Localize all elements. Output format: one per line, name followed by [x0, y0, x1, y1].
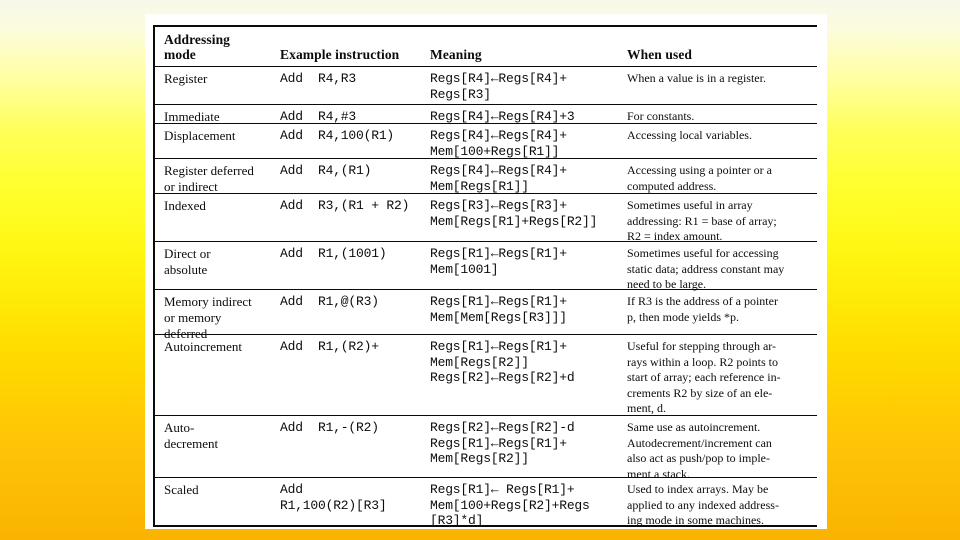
- cell-when-used: Sometimes useful for accessing static da…: [627, 242, 817, 291]
- cell-meaning: Regs[R3]←Regs[R3]+ Mem[Regs[R1]+Regs[R2]…: [430, 194, 627, 242]
- cell-example: Add R1,-(R2): [280, 416, 430, 478]
- addressing-modes-table: Addressing mode Example instruction Mean…: [153, 25, 817, 528]
- cell-when-used: When a value is in a register.: [627, 67, 817, 105]
- cell-when-used: Sometimes useful in array addressing: R1…: [627, 194, 817, 243]
- cell-when-used: For constants.: [627, 105, 817, 124]
- cell-meaning: Regs[R1]←Regs[R1]+ Mem[Mem[Regs[R3]]]: [430, 290, 627, 335]
- cell-when-used: Same use as autoincrement. Autodecrement…: [627, 416, 817, 481]
- cell-mode: Auto- decrement: [155, 416, 280, 478]
- cell-example: Add R4,R3: [280, 67, 430, 105]
- cell-mode: Direct or absolute: [155, 242, 280, 290]
- cell-mode: Autoincrement: [155, 335, 280, 416]
- cell-meaning: Regs[R1]←Regs[R1]+ Mem[Regs[R2]] Regs[R2…: [430, 335, 627, 416]
- cell-when-used: Accessing local variables.: [627, 124, 817, 159]
- cell-when-used: Accessing using a pointer or a computed …: [627, 159, 817, 194]
- cell-when-used: Useful for stepping through ar- rays wit…: [627, 335, 817, 416]
- header-meaning: Meaning: [430, 27, 627, 67]
- cell-example: Add R4,100(R1): [280, 124, 430, 159]
- header-example-instruction: Example instruction: [280, 27, 430, 67]
- cell-when-used: If R3 is the address of a pointer p, the…: [627, 290, 817, 335]
- cell-mode: Register deferred or indirect: [155, 159, 280, 194]
- cell-meaning: Regs[R4]←Regs[R4]+3: [430, 105, 627, 124]
- header-addressing-mode: Addressing mode: [155, 27, 280, 67]
- cell-when-used: Used to index arrays. May be applied to …: [627, 482, 779, 527]
- cell-meaning: Regs[R4]←Regs[R4]+ Mem[100+Regs[R1]]: [430, 124, 627, 159]
- cell-example: Add R3,(R1 + R2): [280, 194, 430, 242]
- cell-example: Add R1,@(R3): [280, 290, 430, 335]
- cell-meaning: Regs[R4]←Regs[R4]+ Mem[Regs[R1]]: [430, 159, 627, 194]
- cell-meaning: Regs[R2]←Regs[R2]-d Regs[R1]←Regs[R1]+ M…: [430, 416, 627, 478]
- cell-example: Add R4,(R1): [280, 159, 430, 194]
- cell-meaning: Regs[R1]←Regs[R1]+ Mem[1001]: [430, 242, 627, 290]
- cell-mode: Register: [155, 67, 280, 105]
- cell-example: Add R1,(1001): [280, 242, 430, 290]
- cell-meaning: Regs[R1]← Regs[R1]+ Mem[100+Regs[R2]+Reg…: [430, 482, 590, 528]
- cell-mode: Indexed: [155, 194, 280, 242]
- cell-meaning: Regs[R4]←Regs[R4]+ Regs[R3]: [430, 67, 627, 105]
- cell-example: Add R1,(R2)+: [280, 335, 430, 416]
- cell-mode: Immediate: [155, 105, 280, 124]
- slide-canvas: Addressing mode Example instruction Mean…: [145, 14, 827, 529]
- cell-mode: Scaled: [164, 482, 199, 497]
- cell-mode: Memory indirect or memory deferred: [155, 290, 280, 341]
- cell-mode: Displacement: [155, 124, 280, 159]
- header-when-used: When used: [627, 27, 817, 67]
- cell-example: Add R1,100(R2)[R3]: [280, 482, 387, 513]
- cell-example: Add R4,#3: [280, 105, 430, 124]
